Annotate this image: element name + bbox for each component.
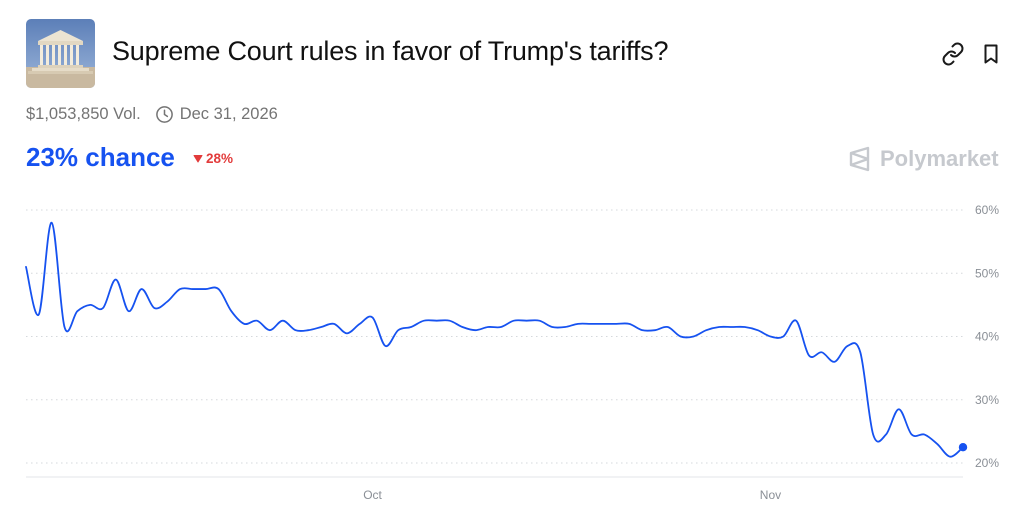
y-tick-label: 40%: [975, 330, 999, 344]
end-date-text: Dec 31, 2026: [179, 105, 278, 123]
x-tick-label: Nov: [760, 488, 781, 502]
market-title: Supreme Court rules in favor of Trump's …: [112, 36, 669, 66]
y-tick-label: 30%: [975, 393, 999, 407]
current-value-point: [958, 442, 968, 452]
change-value: 28%: [206, 151, 234, 166]
chance-text: 23% chance: [26, 142, 175, 172]
clock-icon: [155, 106, 173, 123]
y-tick-label: 50%: [975, 266, 999, 280]
link-icon[interactable]: [941, 42, 965, 66]
y-tick-label: 60%: [975, 203, 999, 217]
volume-text: $1,053,850 Vol.: [26, 105, 141, 123]
x-tick-label: Oct: [363, 488, 382, 502]
bookmark-icon[interactable]: [979, 42, 1003, 66]
change-badge: 28%: [193, 151, 233, 166]
polymarket-logo-icon: [849, 146, 870, 172]
supreme-court-building-icon: [26, 19, 95, 88]
polymarket-brand: Polymarket: [848, 146, 999, 172]
market-meta: $1,053,850 Vol. Dec 31, 2026: [26, 105, 278, 124]
down-triangle-icon: [193, 155, 203, 163]
y-tick-label: 20%: [975, 456, 999, 470]
market-thumbnail: [26, 19, 95, 88]
probability-chart: 20% 30% 40% 50% 60% Oct Nov: [25, 203, 999, 502]
series-line: [25, 221, 964, 458]
brand-name: Polymarket: [880, 146, 999, 171]
